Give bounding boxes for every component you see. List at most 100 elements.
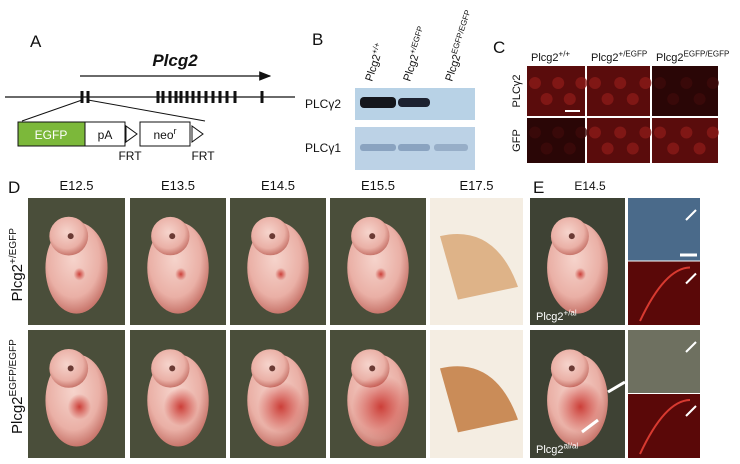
fluorescence-image: [587, 118, 650, 163]
hemorrhage: [175, 267, 187, 281]
genotype-base: Plcg2: [9, 264, 26, 302]
blot-band: [360, 97, 396, 108]
cell-signal: [667, 93, 680, 105]
hemorrhage: [574, 267, 587, 281]
genotype-label: Plcg2+/+: [531, 50, 570, 64]
embryo-eye: [269, 365, 276, 372]
blot-band: [398, 144, 430, 151]
exon: [174, 91, 178, 103]
embryo-eye: [568, 233, 575, 240]
egfp-box: [17, 121, 86, 147]
exon: [191, 91, 195, 103]
pa-box: [84, 121, 126, 147]
exon: [80, 91, 84, 103]
embryo-eye: [369, 365, 376, 372]
fluorescence-image: [628, 394, 700, 458]
pa-label: pA: [98, 128, 113, 142]
genotype-base: Plcg2: [9, 396, 26, 434]
embryo-eye: [67, 365, 74, 372]
hemorrhage: [352, 374, 410, 439]
embryo-eye: [269, 233, 276, 240]
panel-label: A: [30, 32, 42, 51]
arrow: [685, 341, 697, 353]
exon: [86, 91, 90, 103]
limb: [440, 366, 518, 433]
cell-signal: [540, 142, 553, 155]
exon: [225, 91, 229, 103]
egfp-label: EGFP: [35, 128, 68, 142]
cell-signal: [563, 93, 576, 105]
image-grid: E12.5 E13.5 E14.5 E15.5 E17.5Plcg2+/EGFPPlcg…: [8, 178, 523, 458]
genotype-sup: al/al: [564, 442, 579, 451]
hemorrhage: [163, 387, 199, 426]
hemorrhage: [257, 381, 304, 433]
genotype-base: Plcg2: [656, 52, 684, 64]
genotype-label: Plcg2+/EGFP: [399, 25, 430, 83]
zoom-line: [21, 99, 83, 122]
blot-band: [360, 144, 396, 151]
exon: [233, 91, 237, 103]
embryo-eye: [369, 233, 376, 240]
exon: [218, 91, 222, 103]
cell-signal: [639, 126, 652, 139]
genotype-sup: EGFP/EGFP: [684, 50, 730, 59]
embryo-eye: [169, 233, 176, 240]
genotype-label: Plcg2EGFP/EGFP: [441, 9, 477, 83]
frt-label: FRT: [191, 149, 215, 163]
neo-text: neo: [153, 128, 173, 142]
cell-signal: [706, 77, 719, 89]
row-label: PLCγ2: [305, 97, 341, 111]
cell-signal: [563, 142, 576, 155]
exon: [179, 91, 183, 103]
genotype-sup: EGFP/EGFP: [8, 339, 19, 397]
neo-sup: r: [174, 126, 177, 136]
cell-signal: [654, 77, 666, 89]
genotype-base: Plcg2: [591, 52, 619, 64]
genotype-base: Plcg2: [401, 53, 421, 83]
row-label: GFP: [511, 129, 523, 152]
cell-signal: [614, 77, 627, 89]
hemorrhage: [557, 381, 604, 433]
exons: [80, 91, 264, 103]
genotype-sup: EGFP/EGFP: [450, 9, 473, 55]
genotype-sup: +/EGFP: [619, 50, 648, 59]
panel-label: E: [533, 178, 544, 197]
cell-signal: [626, 142, 639, 155]
genotype-base: Plcg2: [536, 311, 564, 323]
panel-label: C: [493, 38, 505, 57]
cell-signal: [601, 93, 614, 105]
neo-label: neor: [153, 126, 176, 142]
genotype-label: Plcg2+/EGFP: [8, 228, 26, 302]
cell-signal: [529, 77, 541, 89]
row-label: PLCγ1: [305, 141, 341, 155]
blot-band: [434, 144, 468, 151]
cell-signal: [614, 126, 627, 139]
hemorrhage: [73, 267, 86, 281]
arrow: [685, 272, 697, 285]
cell-signal: [575, 77, 588, 89]
genotype-base: Plcg2: [531, 52, 559, 64]
gene-name: Plcg2: [152, 51, 198, 70]
genotype-sup: +/al: [564, 309, 577, 318]
embryo-eye: [67, 233, 74, 240]
cell-signal: [667, 142, 680, 155]
cell-signal: [601, 142, 614, 155]
cell-signal: [575, 126, 588, 139]
frt-label: FRT: [118, 149, 142, 163]
genotype-base: Plcg2: [536, 444, 564, 456]
fluorescence-image: [587, 66, 650, 116]
blot-band: [398, 98, 430, 107]
limb: [440, 233, 518, 300]
stage-label: E17.5: [460, 178, 494, 193]
cell-signal: [552, 77, 565, 89]
cell-signal: [589, 77, 601, 89]
fluorescence-image: [527, 66, 585, 116]
vessel: [639, 266, 691, 322]
cell-signal: [639, 77, 652, 89]
genotype-label: Plcg2+/+: [361, 41, 387, 83]
panel-label: B: [312, 30, 323, 49]
arrow: [581, 418, 599, 434]
genotype-sup: +/EGFP: [408, 25, 425, 55]
